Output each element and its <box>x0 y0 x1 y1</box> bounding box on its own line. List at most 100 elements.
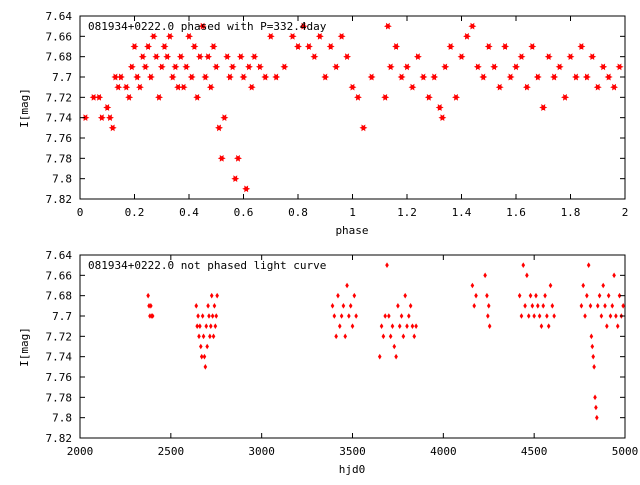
phased-data-point <box>247 83 256 91</box>
phased-data-point <box>236 53 245 61</box>
phased-data-point <box>438 114 447 122</box>
phased-data-point <box>610 83 619 91</box>
phased-data-point <box>522 83 531 91</box>
unphased-chart-title: 081934+0222.0 not phased light curve <box>88 259 326 272</box>
phased-data-point <box>615 63 624 71</box>
unphased-data-point <box>590 343 595 350</box>
unphased-data-point <box>195 323 199 329</box>
unphased-data-point <box>330 303 335 309</box>
phased-data-point <box>242 185 251 193</box>
phased-data-point <box>550 73 559 81</box>
unphased-points <box>146 262 625 421</box>
unphased-data-point <box>530 303 535 309</box>
unphased-data-point <box>589 333 594 340</box>
phased-data-point <box>495 83 504 91</box>
unphased-y-tick-label: 7.66 <box>46 269 73 282</box>
unphased-data-point <box>146 292 150 299</box>
unphased-data-point <box>545 313 549 319</box>
unphased-data-point <box>202 353 207 360</box>
unphased-data-point <box>408 303 413 309</box>
unphased-x-tick-label: 3000 <box>248 445 275 458</box>
unphased-data-point <box>208 333 212 340</box>
unphased-data-point <box>213 323 218 329</box>
phased-data-point <box>294 43 302 50</box>
phased-data-point <box>250 53 259 61</box>
phased-data-point <box>149 32 158 40</box>
phased-data-point <box>122 83 131 91</box>
unphased-data-point <box>581 282 586 289</box>
phased-chart-title: 081934+0222.0 phased with P=332.4day <box>88 20 327 33</box>
unphased-data-point <box>537 313 542 319</box>
phased-data-point <box>299 22 308 30</box>
phased-data-point <box>533 73 542 81</box>
unphased-data-point <box>203 364 208 370</box>
phased-data-point <box>179 83 188 91</box>
unphased-data-point <box>350 323 355 329</box>
phased-data-point <box>174 83 183 91</box>
unphased-x-tick-label: 2000 <box>67 445 94 458</box>
unphased-data-point <box>621 303 625 309</box>
phased-data-point <box>457 53 466 61</box>
unphased-data-point <box>337 323 342 329</box>
unphased-y-ticks: 7.64 7.66 7.68 7.7 7.72 7.74 7.76 7.78 7.8 7.82 <box>46 249 625 445</box>
phased-y-tick-label: 7.76 <box>46 132 73 145</box>
phased-data-point <box>266 32 275 40</box>
phased-y-tick-label: 7.74 <box>46 112 73 125</box>
phased-data-point <box>103 104 112 111</box>
phased-x-tick-label: 0.8 <box>288 206 308 219</box>
unphased-data-point <box>206 303 210 309</box>
phased-data-point <box>490 63 499 71</box>
phased-data-point <box>239 73 248 81</box>
unphased-data-point <box>487 323 492 329</box>
phased-data-point <box>413 53 422 61</box>
phased-x-ticks: 0 0.2 0.4 0.6 0.8 1 1.2 1.4 1.6 1.8 2 <box>77 16 628 219</box>
unphased-data-point <box>486 303 491 309</box>
unphased-data-point <box>150 313 155 319</box>
phased-data-point <box>223 53 232 61</box>
phased-data-point <box>206 83 215 91</box>
unphased-data-point <box>407 313 411 319</box>
unphased-data-point <box>615 323 620 329</box>
unphased-data-point <box>595 303 600 309</box>
unphased-x-tick-label: 3500 <box>339 445 366 458</box>
phased-y-axis-label: I[mag] <box>18 88 31 128</box>
unphased-y-tick-label: 7.7 <box>52 310 72 323</box>
unphased-data-point <box>593 394 597 401</box>
phased-data-point <box>512 63 520 71</box>
unphased-y-axis-label: I[mag] <box>18 327 31 367</box>
phased-data-point <box>479 73 488 81</box>
phased-data-point <box>106 114 114 122</box>
phased-y-tick-label: 7.82 <box>46 193 73 206</box>
phased-x-tick-label: 0 <box>77 206 84 219</box>
unphased-data-point <box>405 323 409 329</box>
unphased-x-ticks: 2000 2500 3000 3500 4000 4500 5000 <box>67 255 638 458</box>
phased-data-point <box>193 93 202 101</box>
phased-data-point <box>114 83 123 91</box>
unphased-x-tick-label: 4000 <box>430 445 457 458</box>
unphased-data-point <box>379 323 384 329</box>
unphased-data-point <box>472 303 477 309</box>
unphased-data-point <box>617 292 622 299</box>
phased-data-point <box>544 53 553 61</box>
unphased-data-point <box>486 313 490 319</box>
phased-x-tick-label: 1.6 <box>506 206 526 219</box>
phased-data-point <box>127 63 136 71</box>
phased-data-point <box>326 43 335 50</box>
phased-data-point <box>383 22 392 30</box>
unphased-chart: 2000 2500 3000 3500 4000 4500 5000 7.647.667.6… <box>18 249 638 476</box>
phased-data-point <box>315 32 324 40</box>
phased-data-point <box>430 73 439 81</box>
phased-data-point <box>555 63 564 71</box>
phased-data-point <box>187 73 196 81</box>
phased-data-point <box>435 104 444 111</box>
unphased-data-point <box>148 313 152 319</box>
unphased-data-point <box>414 323 418 329</box>
phased-data-point <box>392 43 401 50</box>
phased-data-point <box>446 43 455 50</box>
unphased-data-point <box>534 292 538 299</box>
unphased-y-tick-label: 7.72 <box>46 330 73 343</box>
unphased-data-point <box>212 303 217 309</box>
phased-data-point <box>424 93 433 101</box>
phased-data-point <box>209 43 218 50</box>
unphased-data-point <box>612 272 616 279</box>
